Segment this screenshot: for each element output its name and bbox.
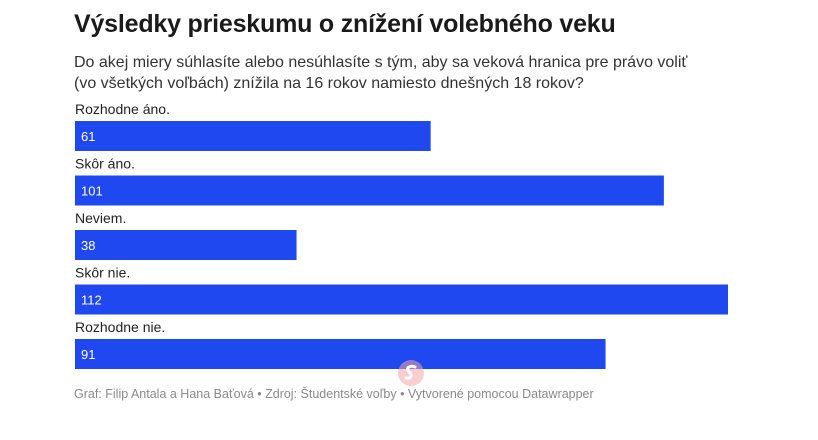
category-label: Rozhodne áno. [75, 101, 170, 117]
bar-value-label: 91 [81, 347, 95, 362]
watermark-logo-icon [398, 360, 424, 386]
category-label: Rozhodne nie. [75, 319, 165, 335]
bar [75, 175, 664, 206]
bar-value-label: 38 [81, 238, 95, 253]
bar-value-label: 61 [81, 129, 95, 144]
bar [75, 284, 728, 315]
bar [75, 230, 297, 260]
bar [75, 121, 431, 151]
category-label: Neviem. [75, 210, 126, 226]
bar-value-label: 101 [81, 184, 103, 199]
chart-title: Výsledky prieskumu o znížení volebného v… [74, 10, 616, 38]
bar-value-label: 112 [81, 293, 102, 308]
category-label: Skôr áno. [75, 156, 135, 172]
category-label: Skôr nie. [75, 265, 130, 281]
chart-footer: Graf: Filip Antala a Hana Baťová • Zdroj… [74, 387, 594, 401]
bar [75, 339, 606, 369]
chart-subtitle: Do akej miery súhlasíte alebo nesúhlasít… [74, 54, 688, 92]
